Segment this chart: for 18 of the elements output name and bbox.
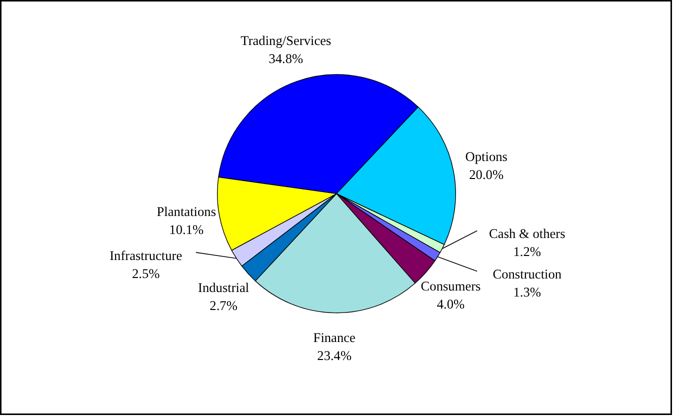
slice-label: Trading/Services (240, 33, 332, 48)
slice-label: Construction (492, 266, 562, 282)
slice-label: Finance (313, 330, 356, 345)
data-label: 10.1% (169, 222, 204, 238)
slice-label: Consumers (420, 278, 481, 294)
data-label: 20.0% (469, 166, 504, 182)
data-label: 1.2% (513, 244, 542, 260)
slice-label: Options (465, 148, 508, 164)
data-label: 2.5% (132, 266, 160, 281)
data-label: 4.0% (436, 296, 465, 312)
slice-label: Infrastructure (110, 248, 182, 263)
slice-label: Cash & others (489, 226, 566, 242)
data-label: 34.8% (268, 51, 304, 66)
data-label: 2.7% (210, 298, 238, 313)
slice-label: Plantations (156, 204, 216, 220)
data-label: 1.3% (513, 284, 542, 300)
data-label: 23.4% (317, 348, 352, 363)
slice-label: Industrial (198, 280, 250, 295)
